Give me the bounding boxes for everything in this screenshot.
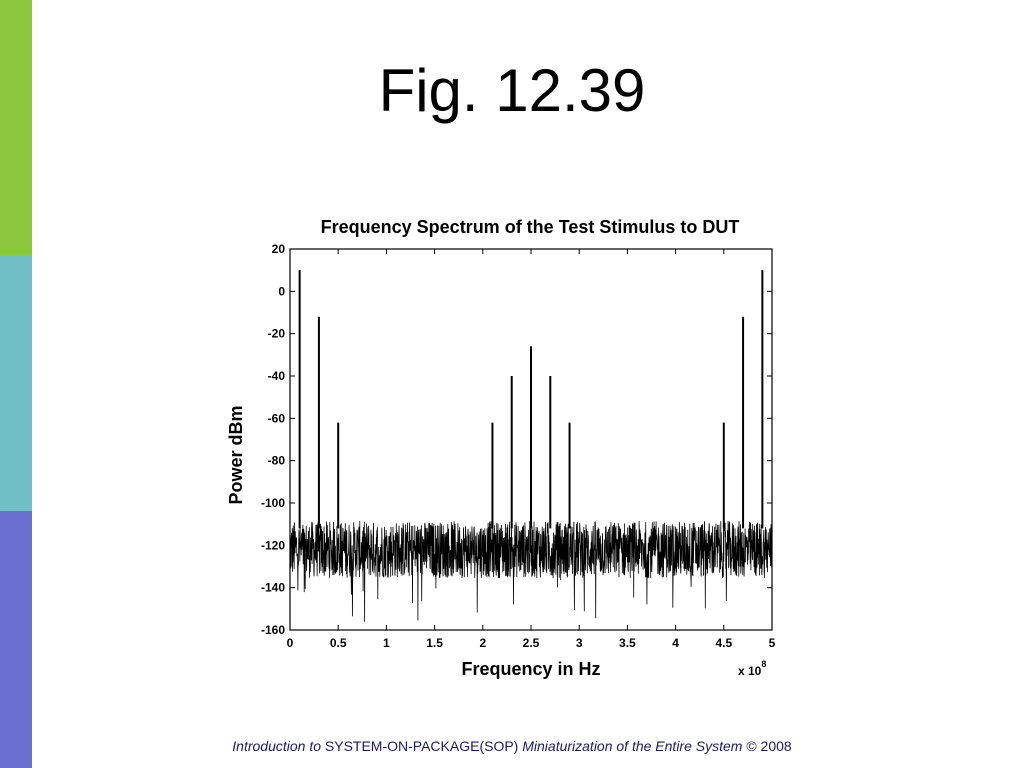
x-tick-label: 1 (383, 636, 390, 650)
x-tick-label: 3 (576, 636, 583, 650)
x-axis-multiplier-base: x 10 (738, 664, 762, 678)
y-tick-label: -60 (268, 411, 286, 425)
footer-subtitle: Miniaturization of the Entire System (522, 738, 743, 754)
accent-stripe-blue (0, 511, 32, 768)
noise-floor-trace (289, 520, 773, 622)
x-axis-multiplier-exponent: 8 (761, 659, 766, 669)
y-tick-label: -40 (268, 369, 286, 383)
y-tick-label: -160 (261, 623, 285, 637)
plot-area (289, 270, 773, 622)
y-tick-label: -100 (261, 496, 285, 510)
x-tick-label: 5 (769, 636, 776, 650)
y-tick-label: 20 (272, 242, 286, 256)
x-tick-label: 2 (479, 636, 486, 650)
footer-intro: Introduction to (232, 738, 322, 754)
x-tick-label: 0 (287, 636, 294, 650)
slide-title: Fig. 12.39 (378, 57, 646, 124)
x-axis-label: Frequency in Hz (461, 659, 600, 679)
x-tick-label: 0.5 (330, 636, 347, 650)
footer-citation: Introduction to SYSTEM-ON-PACKAGE(SOP) M… (0, 738, 1024, 754)
accent-stripe-teal (0, 255, 32, 511)
x-tick-label: 4 (672, 636, 679, 650)
x-tick-label: 2.5 (523, 636, 540, 650)
y-axis-label: Power dBm (226, 405, 246, 504)
x-tick-label: 3.5 (619, 636, 636, 650)
x-tick-label: 1.5 (426, 636, 443, 650)
y-tick-label: -140 (261, 581, 285, 595)
footer-book-title: SYSTEM-ON-PACKAGE(SOP) (324, 738, 519, 754)
y-tick-label: 0 (278, 284, 285, 298)
axes: 0 0.5 1 1.5 2 2.5 3 3.5 4 4.5 5 20 0 -20 -40 -60 -80 -100… (261, 242, 776, 650)
chart-title: Frequency Spectrum of the Test Stimulus … (321, 217, 740, 237)
accent-stripe-green (0, 0, 32, 255)
y-tick-label: -80 (268, 454, 286, 468)
y-tick-label: -20 (268, 327, 286, 341)
x-axis-multiplier: x 108 (738, 659, 766, 678)
x-tick-label: 4.5 (715, 636, 732, 650)
y-tick-label: -120 (261, 538, 285, 552)
footer-copyright: © 2008 (746, 738, 792, 754)
